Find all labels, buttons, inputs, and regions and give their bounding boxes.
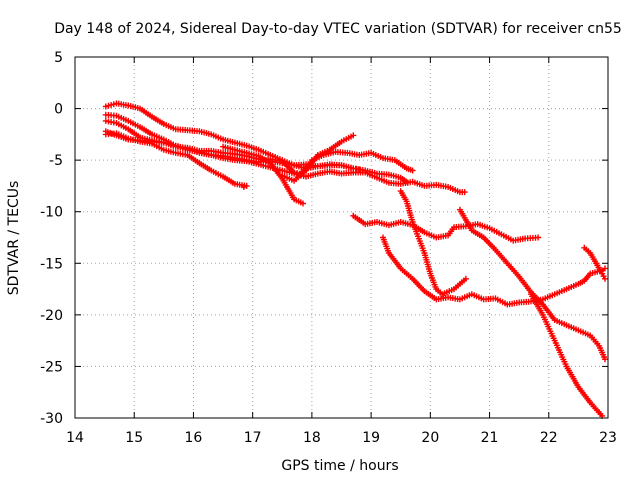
x-tick-label: 16 xyxy=(185,430,203,446)
y-tick-label: -5 xyxy=(49,153,63,169)
data-point-marker xyxy=(461,189,468,196)
grid-layer xyxy=(75,57,608,418)
data-point-marker xyxy=(602,265,608,272)
data-point-marker xyxy=(300,200,306,207)
data-point-marker xyxy=(535,234,542,241)
plot-frame xyxy=(74,56,609,419)
chart-title: Day 148 of 2024, Sidereal Day-to-day VTE… xyxy=(54,21,622,37)
y-tick-label: 0 xyxy=(54,102,63,118)
series-track-10 xyxy=(380,234,608,308)
y-tick-label: -25 xyxy=(40,359,63,375)
x-tick-label: 20 xyxy=(421,430,439,446)
y-tick-label: -30 xyxy=(40,411,63,427)
series-track-8 xyxy=(350,212,542,244)
series-track-11 xyxy=(456,206,608,363)
y-tick-label: -15 xyxy=(40,256,63,272)
series-track-9 xyxy=(397,188,469,298)
data-point-marker xyxy=(356,166,363,173)
data-point-marker xyxy=(409,167,416,174)
x-tick-label: 17 xyxy=(244,430,262,446)
y-tick-label: -20 xyxy=(40,308,63,324)
tick-layer: 14 15 16 17 18 19 20 21 22 23 5 0 -5 -10 -15 -20 -25 -30 xyxy=(40,50,617,446)
y-tick-label: 5 xyxy=(54,50,63,66)
data-point-marker xyxy=(243,182,250,189)
series-line xyxy=(459,209,606,360)
x-tick-label: 23 xyxy=(599,430,617,446)
data-point-marker xyxy=(462,275,469,282)
series-track-5 xyxy=(102,130,250,190)
x-tick-label: 19 xyxy=(362,430,380,446)
data-point-marker xyxy=(602,356,608,363)
x-tick-label: 15 xyxy=(125,430,143,446)
x-tick-label: 22 xyxy=(540,430,558,446)
series-track-12 xyxy=(528,291,606,419)
x-tick-label: 14 xyxy=(66,430,84,446)
data-point-marker xyxy=(350,132,357,139)
data-point-marker xyxy=(108,102,115,108)
series-track-6 xyxy=(220,143,306,207)
data-point-marker xyxy=(240,184,247,190)
data-point-marker xyxy=(602,275,608,282)
series-layer xyxy=(102,100,608,419)
series-track-13 xyxy=(581,244,608,282)
x-axis-title: GPS time / hours xyxy=(281,458,398,474)
y-axis-title: SDTVAR / TECUs xyxy=(6,181,22,296)
x-tick-label: 18 xyxy=(303,430,321,446)
series-track-7 xyxy=(279,132,357,184)
y-tick-label: -10 xyxy=(40,205,63,221)
x-tick-label: 21 xyxy=(481,430,499,446)
